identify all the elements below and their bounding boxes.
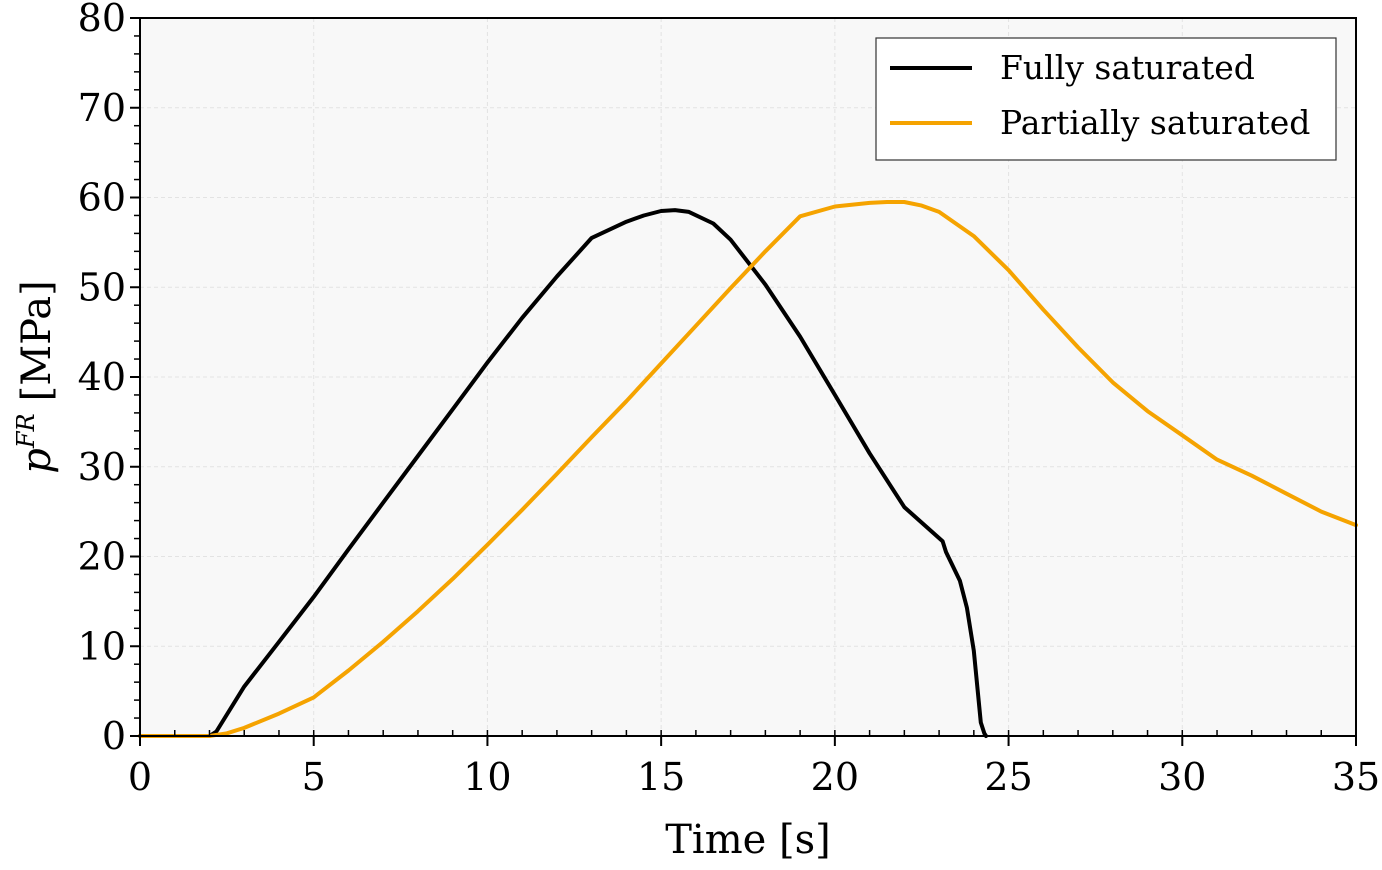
tick-layer xyxy=(130,17,1357,746)
y-tick-label: 50 xyxy=(78,265,126,309)
y-axis-title-superscript: FR xyxy=(12,413,40,449)
y-tick-label: 20 xyxy=(78,535,126,579)
x-tick-label: 20 xyxy=(811,755,859,799)
legend-label-partially-saturated: Partially saturated xyxy=(1000,103,1310,142)
x-tick-label: 15 xyxy=(637,755,685,799)
y-tick-label: 40 xyxy=(78,355,126,399)
legend-box xyxy=(875,37,1337,161)
x-tick-label: 25 xyxy=(984,755,1032,799)
y-tick-label: 0 xyxy=(102,714,126,758)
x-tick-label: 0 xyxy=(128,755,152,799)
x-tick-label: 10 xyxy=(463,755,511,799)
legend-label-fully-saturated: Fully saturated xyxy=(1000,48,1255,87)
y-axis-title-symbol: p xyxy=(14,448,60,474)
y-tick-label: 80 xyxy=(78,0,126,40)
y-axis-title: pFR [MPa] xyxy=(12,280,60,473)
y-tick-label: 30 xyxy=(78,445,126,489)
y-tick-label: 10 xyxy=(78,624,126,668)
x-axis-title: Time [s] xyxy=(665,817,831,863)
x-tick-label: 35 xyxy=(1332,755,1380,799)
x-tick-label: 30 xyxy=(1158,755,1206,799)
y-tick-label: 60 xyxy=(78,176,126,220)
tick-label-layer: 0 5 10 15 20 25 30 35 0 10 20 30 40 50 60 70 80 xyxy=(78,0,1381,799)
series-line-fully-saturated xyxy=(138,208,988,738)
series-line-partially-saturated xyxy=(138,200,1358,738)
x-tick-label: 5 xyxy=(302,755,326,799)
legend: Fully saturated Partially saturated xyxy=(875,37,1337,161)
series-layer xyxy=(138,200,1358,738)
y-tick-label: 70 xyxy=(78,86,126,130)
y-axis-title-unit: [MPa] xyxy=(14,280,60,401)
